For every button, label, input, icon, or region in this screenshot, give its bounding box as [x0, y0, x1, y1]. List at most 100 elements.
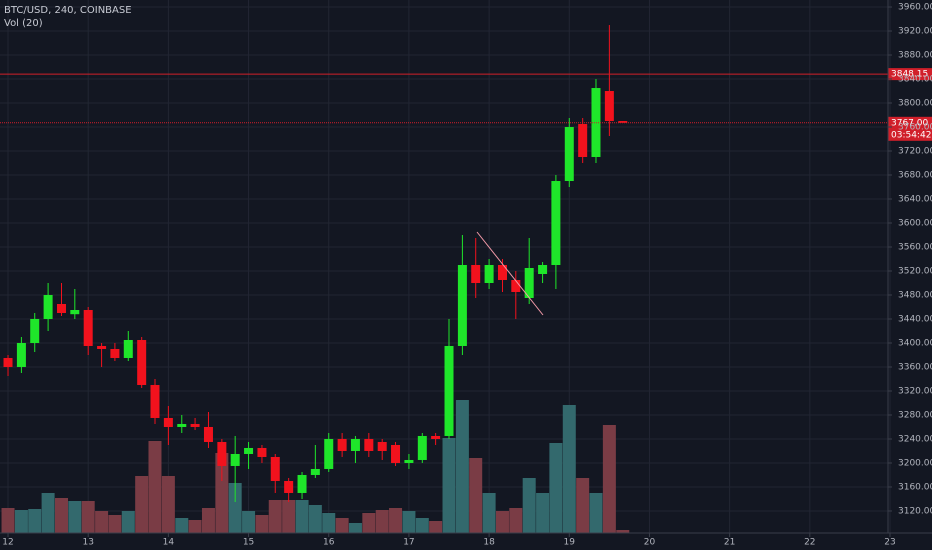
volume-indicator-label: Vol (20): [4, 18, 43, 29]
candle-body: [97, 345, 107, 349]
candle-body: [377, 441, 387, 451]
volume-bar: [415, 518, 429, 533]
y-tick-label: 3960.00: [898, 3, 932, 13]
volume-bar: [335, 518, 349, 533]
volume-bar: [81, 501, 95, 533]
volume-bar: [589, 493, 603, 533]
volume-bar: [455, 400, 469, 533]
candle-body: [190, 423, 200, 427]
volume-layer: [1, 400, 630, 533]
candle-body: [564, 127, 574, 182]
candle-body: [310, 468, 320, 475]
volume-bar: [228, 483, 242, 533]
volume-bar: [108, 515, 122, 533]
candle-body: [83, 309, 93, 346]
candle-body: [524, 267, 534, 298]
candle-body: [217, 441, 227, 466]
candle-layer: [3, 25, 628, 502]
candle-body: [203, 426, 213, 442]
volume-bar: [348, 523, 362, 533]
candle-body: [538, 265, 548, 274]
y-tick-label: 3480.00: [898, 290, 932, 300]
y-tick-label: 3760.00: [898, 123, 932, 133]
y-tick-label: 3560.00: [898, 243, 932, 253]
y-tick-label: 3160.00: [898, 482, 932, 492]
candle-body: [163, 417, 173, 427]
y-tick-label: 3640.00: [898, 195, 932, 205]
volume-bar: [68, 501, 82, 533]
volume-bar: [429, 521, 443, 533]
volume-bar: [576, 478, 590, 533]
grid: [0, 0, 891, 533]
x-tick-label: 12: [2, 538, 13, 548]
candle-body: [497, 265, 507, 280]
y-tick-label: 3200.00: [898, 458, 932, 468]
volume-bar: [175, 518, 189, 533]
volume-bar: [215, 453, 229, 533]
volume-bar: [536, 493, 550, 533]
overlay-layer: 3848.15 3767.00 03:54:42: [0, 68, 932, 141]
volume-bar: [14, 510, 28, 533]
volume-bar: [495, 511, 509, 533]
y-tick-label: 3440.00: [898, 314, 932, 324]
volume-bar: [268, 500, 282, 533]
volume-bar: [201, 508, 215, 533]
x-tick-label: 21: [724, 538, 735, 548]
candle-body: [137, 339, 147, 385]
candle-body: [297, 474, 307, 493]
candle-body: [364, 438, 374, 451]
symbol-title: BTC/USD, 240, COINBASE: [4, 5, 132, 16]
last-price-box: [888, 116, 932, 141]
volume-bar: [509, 508, 523, 533]
candle-body: [618, 121, 628, 123]
bar-countdown: 03:54:42: [891, 130, 931, 140]
y-tick-label: 3320.00: [898, 386, 932, 396]
volume-bar: [161, 476, 175, 533]
candle-body: [391, 444, 401, 463]
candle-body: [16, 342, 26, 367]
volume-bar: [522, 478, 536, 533]
y-tick-label: 3720.00: [898, 147, 932, 157]
volume-bar: [322, 513, 336, 533]
volume-bar: [282, 500, 296, 533]
x-tick-label: 14: [163, 538, 175, 548]
y-tick-label: 3280.00: [898, 410, 932, 420]
x-tick-label: 16: [323, 538, 335, 548]
volume-bar: [389, 508, 403, 533]
candle-body: [457, 265, 467, 346]
volume-bar: [41, 493, 55, 533]
candle-body: [350, 438, 360, 451]
candle-body: [417, 435, 427, 460]
candle-body: [177, 423, 187, 427]
volume-bar: [616, 530, 630, 533]
y-tick-label: 3240.00: [898, 434, 932, 444]
volume-bar: [362, 513, 376, 533]
x-tick-label: 13: [82, 538, 93, 548]
volume-bar: [375, 510, 389, 533]
volume-bar: [442, 438, 456, 533]
volume-bar: [148, 441, 162, 533]
candle-body: [70, 309, 80, 315]
x-tick-label: 22: [804, 538, 815, 548]
candle-body: [578, 124, 588, 158]
volume-bar: [295, 500, 309, 533]
volume-bar: [482, 493, 496, 533]
candle-body: [471, 265, 481, 283]
last-price-label: 3767.00: [891, 118, 928, 128]
candle-body: [337, 438, 347, 451]
hline-price-box: [888, 68, 932, 81]
candle-body: [30, 318, 40, 343]
volume-bar: [1, 508, 15, 533]
y-tick-label: 3920.00: [898, 27, 932, 37]
volume-bar: [469, 458, 483, 533]
y-tick-label: 3680.00: [898, 171, 932, 181]
y-tick-label: 3120.00: [898, 506, 932, 516]
volume-bar: [308, 505, 322, 533]
y-tick-label: 3800.00: [898, 99, 932, 109]
candle-body: [150, 384, 160, 418]
volume-bar: [121, 511, 135, 533]
axes-layer: 3120.00 3160.00 3200.00 3240.00 3280.00 3320.…: [2, 3, 932, 548]
candle-body: [3, 357, 13, 367]
candle-body: [270, 456, 280, 481]
candle-body: [230, 453, 240, 466]
